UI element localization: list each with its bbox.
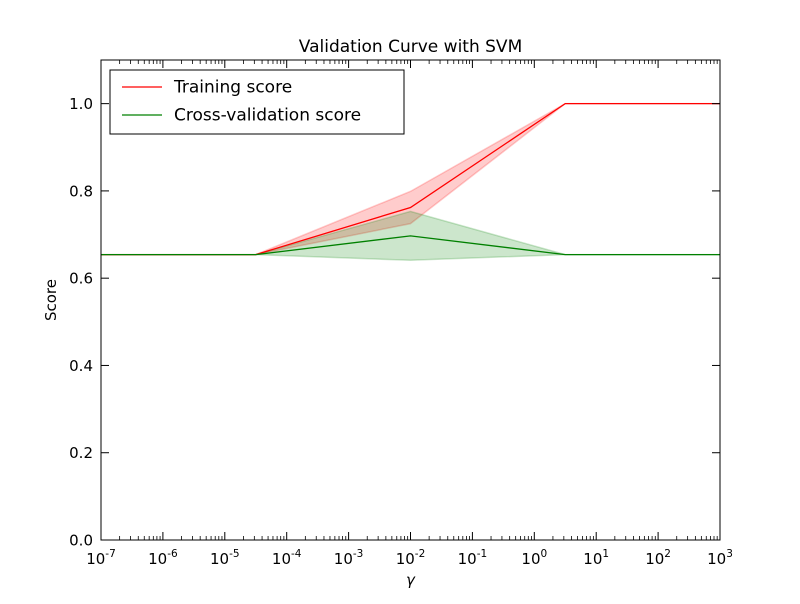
x-tick-label: 10-6 [148,548,178,568]
legend-label-cross-validation-score: Cross-validation score [174,106,361,126]
x-tick-label: 10-4 [272,548,302,568]
y-tick-label: 0.4 [69,357,93,375]
x-tick-label: 10-7 [86,548,116,568]
y-tick-label: 0.6 [69,270,93,288]
band-training-score [101,102,720,256]
y-tick-label: 0.2 [69,444,93,462]
axis-ticks: 10-7 10-6 10-5 10-4 10-3 10-2 10-1 100 101 102 103… [69,60,733,568]
x-tick-label: 101 [583,548,609,568]
x-axis-label: γ [406,571,416,589]
y-tick-label: 1.0 [69,95,93,113]
legend-label-training-score: Training score [173,78,292,98]
x-tick-label: 100 [521,548,547,568]
x-tick-label: 10-3 [334,548,364,568]
x-tick-label: 10-2 [396,548,426,568]
y-tick-label: 0.8 [69,182,93,200]
line-cross-validation-score [101,235,720,256]
legend-box [109,69,405,135]
series-lines [101,102,720,256]
chart-title: Validation Curve with SVM [299,37,522,57]
y-axis-label: Score [42,279,60,321]
x-tick-label: 102 [645,548,671,568]
legend: Training score Cross-validation score [109,69,405,135]
x-tick-label: 103 [707,548,733,568]
y-tick-label: 0.0 [69,532,93,550]
x-tick-label: 10-1 [458,548,488,568]
x-tick-label: 10-5 [210,548,240,568]
